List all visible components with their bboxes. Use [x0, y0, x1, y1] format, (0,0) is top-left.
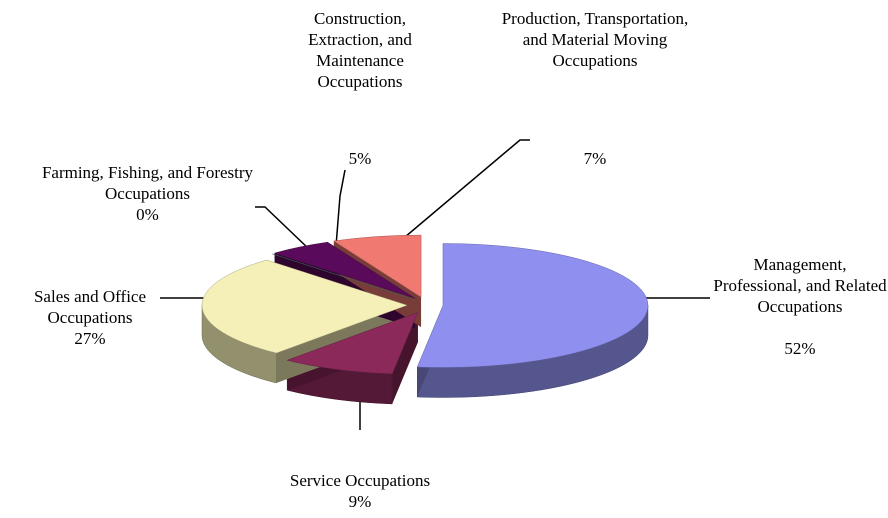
pie	[201, 234, 649, 405]
leader-line	[335, 169, 346, 247]
percent-label: 9%	[348, 492, 372, 511]
slice	[416, 243, 649, 368]
slice-label: Production, Transportation, and Material…	[501, 9, 689, 70]
percent-label: 0%	[136, 205, 159, 224]
slice	[286, 312, 419, 375]
leader-line	[404, 139, 530, 238]
percent-label: 27%	[74, 329, 106, 348]
slice	[333, 234, 422, 298]
slice	[201, 259, 408, 354]
percent-label: 5%	[348, 149, 372, 168]
slice	[273, 241, 416, 299]
slice-label: Sales and Office Occupations	[33, 287, 147, 327]
percent-label: 7%	[583, 149, 607, 168]
slice-label: Management, Professional, and Related Oc…	[713, 255, 887, 316]
percent-label: 52%	[784, 339, 816, 358]
slice-label: Farming, Fishing, and Forestry Occupatio…	[41, 163, 254, 203]
slice-label: Service Occupations	[289, 471, 431, 490]
slice-label: Construction, Extraction, and Maintenanc…	[308, 9, 412, 91]
leader-line	[255, 206, 311, 251]
